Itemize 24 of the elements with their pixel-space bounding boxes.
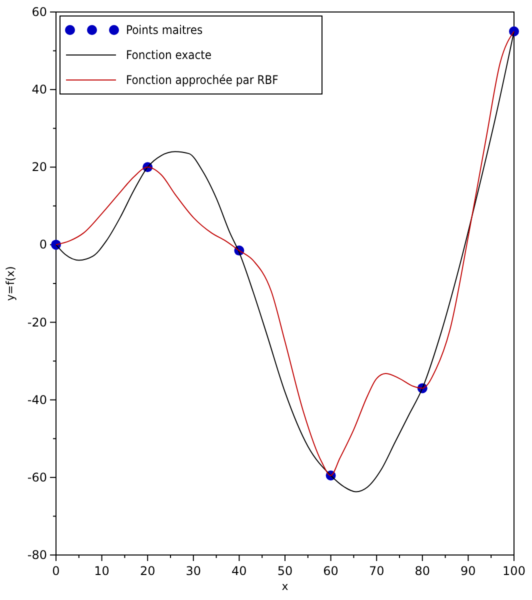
y-tick-label: 40 bbox=[32, 82, 47, 97]
y-tick-label: -60 bbox=[27, 470, 47, 484]
x-tick-label: 10 bbox=[94, 564, 110, 578]
x-tick-label: 100 bbox=[502, 564, 526, 578]
legend-label: Points maitres bbox=[126, 23, 203, 37]
x-tick-label: 90 bbox=[460, 564, 476, 578]
x-tick-label: 80 bbox=[414, 564, 430, 578]
y-tick-label: 0 bbox=[39, 238, 47, 252]
y-tick-label: 60 bbox=[32, 5, 47, 19]
x-tick-label: 50 bbox=[277, 564, 293, 578]
legend-label: Fonction approchée par RBF bbox=[126, 73, 278, 87]
x-tick-label: 0 bbox=[52, 564, 60, 578]
x-axis-title: x bbox=[282, 580, 289, 593]
x-tick-label: 40 bbox=[232, 564, 247, 578]
x-tick-label: 30 bbox=[186, 564, 202, 578]
x-tick-label: 60 bbox=[323, 564, 338, 578]
y-tick-label: -20 bbox=[27, 315, 47, 330]
x-tick-label: 20 bbox=[140, 564, 156, 578]
legend-label: Fonction exacte bbox=[126, 48, 212, 62]
x-tick-label: 70 bbox=[368, 564, 384, 578]
y-tick-label: -40 bbox=[27, 392, 47, 407]
y-tick-label: -80 bbox=[27, 548, 47, 562]
y-axis-title: y=f(x) bbox=[4, 266, 17, 301]
y-tick-label: 20 bbox=[32, 160, 47, 174]
